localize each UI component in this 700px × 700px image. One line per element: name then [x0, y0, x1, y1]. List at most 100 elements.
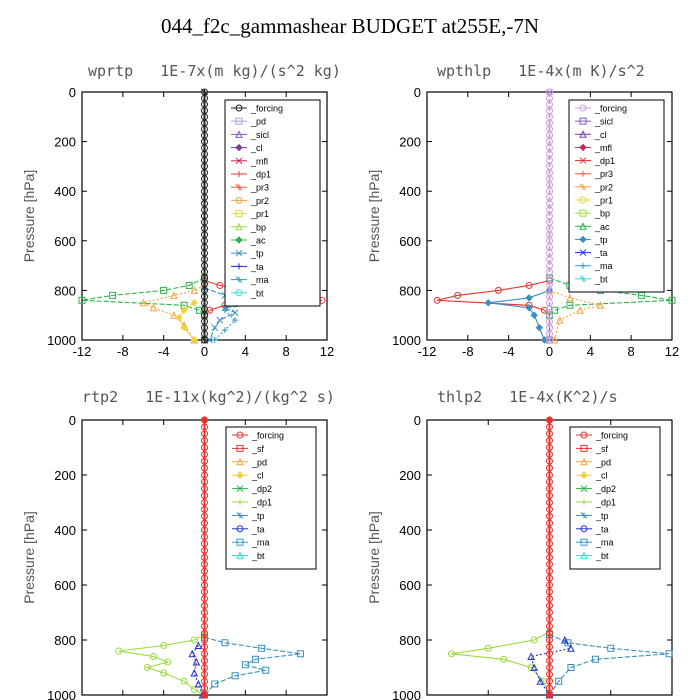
legend-label: _pd: [251, 457, 267, 467]
legend-label: _forcing: [594, 104, 627, 114]
series-marker-pr2: [170, 311, 178, 319]
legend-marker: [579, 130, 587, 138]
series-marker-dp1: [216, 281, 224, 289]
legend-marker: [236, 538, 244, 546]
series-marker-tp: [231, 309, 239, 317]
zero-line-marker: [546, 437, 553, 445]
zero-line-marker: [546, 471, 553, 479]
zero-line-marker: [546, 533, 553, 541]
legend-label: _forcing: [250, 104, 283, 114]
legend-marker: [235, 222, 243, 231]
zero-line-marker: [201, 664, 208, 671]
legend-marker: [579, 183, 587, 191]
x-tick-label: 12: [320, 344, 334, 359]
y-tick-label: 200: [54, 135, 76, 150]
series-marker-tp: [216, 316, 224, 324]
series-marker-pr2: [190, 286, 199, 294]
legend-marker: [579, 157, 587, 164]
legend-label: _sf: [251, 444, 265, 454]
series-marker-ac: [185, 281, 193, 289]
legend-marker: [235, 236, 243, 244]
legend-marker: [236, 485, 244, 492]
legend-label: _forcing: [251, 431, 284, 441]
zero-line-marker: [546, 547, 553, 555]
legend-label: _pd: [595, 457, 611, 467]
zero-line-marker: [546, 677, 553, 685]
chart-panel-2: -60-40-20020406002004006008001000Pressur…: [21, 413, 334, 700]
legend-label: _bt: [594, 274, 608, 284]
series-marker-dp1: [115, 647, 123, 655]
series-marker-tp: [258, 644, 266, 652]
legend-label: _dp2: [595, 484, 616, 494]
series-marker-ma: [232, 317, 239, 324]
series-marker-tp: [296, 650, 304, 658]
series-marker-ta: [194, 641, 203, 649]
x-tick-label: 8: [283, 344, 290, 359]
legend-label: _pr3: [594, 169, 613, 179]
legend-marker: [235, 143, 243, 152]
zero-line-marker: [201, 602, 208, 610]
legend-label: _ma: [594, 261, 613, 271]
legend-label: _ac: [250, 236, 266, 246]
series-marker-tp: [484, 299, 492, 307]
panel-title-thlp2: thlp2 1E-4x(K^2)/s: [437, 388, 618, 406]
x-tick-label: 12: [665, 344, 679, 359]
y-tick-label: 400: [399, 523, 421, 538]
series-line-dp1: [118, 634, 205, 696]
series-marker-tp: [525, 294, 533, 302]
legend-marker: [235, 130, 243, 138]
zero-line-marker: [201, 519, 208, 527]
legend-label: _pr1: [594, 196, 613, 206]
series-marker-tp: [665, 650, 673, 658]
zero-line-marker: [201, 670, 208, 678]
legend-marker: [235, 289, 243, 297]
zero-line-marker: [201, 444, 208, 451]
series-marker-ta: [190, 668, 199, 677]
series-marker-ac: [566, 301, 574, 309]
legend-label: _dp2: [251, 484, 272, 494]
zero-line-marker: [201, 588, 208, 596]
zero-line-marker: [546, 540, 553, 548]
legend-label: _tp: [594, 235, 608, 245]
zero-line-marker: [546, 691, 553, 699]
y-tick-label: 800: [399, 633, 421, 648]
series-marker-pr2: [170, 291, 178, 299]
panel-title-wpthlp: wpthlp 1E-4x(m K)/s^2: [437, 62, 645, 80]
series-marker-dp1: [164, 658, 172, 666]
series-marker-tp: [262, 666, 270, 674]
series-marker-dp1: [433, 296, 441, 304]
legend-marker: [580, 525, 588, 533]
legend-marker: [579, 249, 587, 256]
series-marker-tp: [555, 677, 563, 685]
series-marker-dp1: [190, 686, 198, 693]
zero-line-marker: [201, 540, 208, 548]
zero-line-marker: [546, 519, 553, 527]
y-tick-label: 0: [69, 413, 76, 428]
zero-line-marker: [546, 581, 553, 589]
series-marker-pr1: [180, 323, 188, 332]
zero-line-marker: [201, 450, 208, 458]
legend-marker: [235, 157, 243, 165]
legend-label: _dp1: [251, 498, 272, 508]
series-line-dp1: [451, 631, 551, 696]
legend-marker: [580, 431, 588, 439]
legend-marker: [235, 249, 243, 257]
zero-line-marker: [201, 499, 208, 506]
legend-label: _cl: [251, 471, 264, 481]
series-marker-pr1: [190, 299, 198, 307]
series-marker-tp: [607, 644, 615, 652]
y-axis-label: Pressure [hPa]: [21, 170, 37, 263]
zero-line-marker: [201, 526, 208, 534]
zero-line-marker: [201, 478, 208, 486]
zero-line-marker: [546, 684, 553, 692]
y-tick-label: 0: [69, 85, 76, 100]
y-tick-label: 200: [399, 135, 421, 150]
series-marker-tp: [241, 661, 249, 669]
legend-marker: [579, 104, 587, 112]
legend-label: _pr1: [250, 209, 269, 219]
zero-line-marker: [201, 684, 208, 692]
series-marker-pr2: [149, 303, 158, 312]
series-marker-dp1: [180, 677, 188, 685]
x-tick-label: 0: [201, 344, 208, 359]
